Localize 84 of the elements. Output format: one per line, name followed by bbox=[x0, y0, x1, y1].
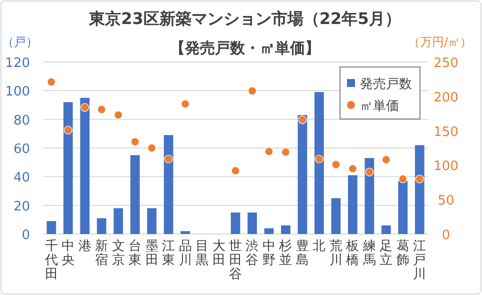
x-tick-label: 江戸川 bbox=[413, 239, 426, 282]
x-tick-label: 世田谷 bbox=[229, 239, 242, 282]
y-axis-title: （戸） bbox=[2, 35, 38, 49]
y-tick-label: 100 bbox=[5, 84, 30, 100]
x-tick-label: 板橋 bbox=[345, 239, 360, 268]
point bbox=[148, 144, 156, 152]
x-tick-label: 文京 bbox=[112, 239, 125, 268]
x-tick-label: 練馬 bbox=[362, 239, 376, 268]
x-tick-label: 渋谷 bbox=[246, 239, 259, 268]
point bbox=[64, 126, 72, 134]
bar bbox=[281, 225, 290, 234]
point bbox=[47, 78, 56, 86]
y2-tick-label: 150 bbox=[434, 124, 458, 140]
legend-label: 発売戸数 bbox=[360, 77, 412, 92]
bar bbox=[114, 208, 124, 234]
point bbox=[130, 138, 140, 146]
bar bbox=[298, 115, 308, 234]
x-tick-label: 新宿 bbox=[95, 239, 108, 268]
bar bbox=[414, 145, 424, 234]
y2-axis-title: （万円/㎡） bbox=[408, 35, 472, 49]
y2-tick-label: 250 bbox=[434, 56, 458, 71]
x-tick-label: 北 bbox=[312, 239, 326, 254]
bar bbox=[364, 158, 374, 234]
y-tick-label: 80 bbox=[13, 113, 30, 128]
point bbox=[164, 154, 173, 164]
x-tick-label: 品川 bbox=[178, 239, 192, 268]
y2-tick-label: 100 bbox=[434, 159, 458, 174]
point bbox=[398, 174, 408, 184]
bar bbox=[96, 218, 106, 234]
y2-tick-label: 50 bbox=[438, 194, 454, 209]
x-tick-label: 千代田 bbox=[44, 239, 58, 282]
x-tick-label: 中央 bbox=[62, 239, 75, 268]
y-tick-label: 120 bbox=[5, 56, 30, 71]
legend-label: ㎡単価 bbox=[360, 99, 399, 114]
point bbox=[97, 105, 106, 114]
point bbox=[314, 154, 324, 164]
bar bbox=[398, 180, 408, 234]
point bbox=[80, 103, 90, 112]
point bbox=[231, 166, 240, 176]
bar bbox=[248, 212, 257, 234]
point bbox=[415, 174, 424, 184]
bar bbox=[348, 175, 358, 234]
bar bbox=[46, 221, 56, 234]
x-tick-label: 墨田 bbox=[145, 239, 158, 268]
bar bbox=[80, 98, 90, 234]
chart-title: 東京23区新築マンション市場（22年5月） bbox=[88, 9, 401, 28]
bar bbox=[63, 102, 73, 234]
x-tick-label: 杉並 bbox=[278, 239, 292, 268]
point bbox=[365, 168, 374, 176]
x-tick-label: 港 bbox=[78, 239, 92, 254]
bar bbox=[147, 208, 156, 234]
x-tick-label: 江東 bbox=[162, 239, 176, 268]
bar bbox=[180, 231, 190, 234]
y2-tick-label: 200 bbox=[434, 90, 458, 106]
point bbox=[348, 164, 357, 173]
x-tick-label: 大田 bbox=[212, 239, 226, 268]
point bbox=[382, 155, 390, 164]
x-tick-label: 台東 bbox=[128, 239, 142, 268]
bar bbox=[164, 135, 174, 234]
y-tick-label: 60 bbox=[13, 142, 30, 157]
bar bbox=[264, 228, 274, 234]
point bbox=[281, 148, 290, 156]
x-tick-label: 葛飾 bbox=[396, 239, 410, 268]
point bbox=[248, 86, 257, 96]
x-tick-label: 足立 bbox=[380, 239, 393, 268]
point bbox=[332, 160, 340, 169]
point bbox=[298, 115, 307, 124]
bar bbox=[314, 92, 324, 234]
point bbox=[264, 147, 274, 156]
x-tick-label: 中野 bbox=[262, 239, 276, 268]
x-tick-label: 荒川 bbox=[329, 239, 342, 268]
bar bbox=[381, 225, 391, 234]
point bbox=[114, 110, 123, 120]
y-tick-label: 40 bbox=[13, 170, 30, 186]
chart-subtitle: 【発売戸数・㎡単価】 bbox=[170, 39, 320, 57]
y2-tick-label: 0 bbox=[442, 228, 450, 243]
bar bbox=[331, 198, 341, 234]
bar bbox=[230, 212, 240, 234]
y-tick-label: 0 bbox=[22, 228, 30, 243]
point bbox=[180, 100, 190, 108]
bar bbox=[130, 155, 140, 234]
x-tick-label: 豊島 bbox=[296, 239, 309, 268]
y-tick-label: 20 bbox=[13, 199, 30, 214]
x-tick-label: 目黒 bbox=[196, 239, 209, 268]
